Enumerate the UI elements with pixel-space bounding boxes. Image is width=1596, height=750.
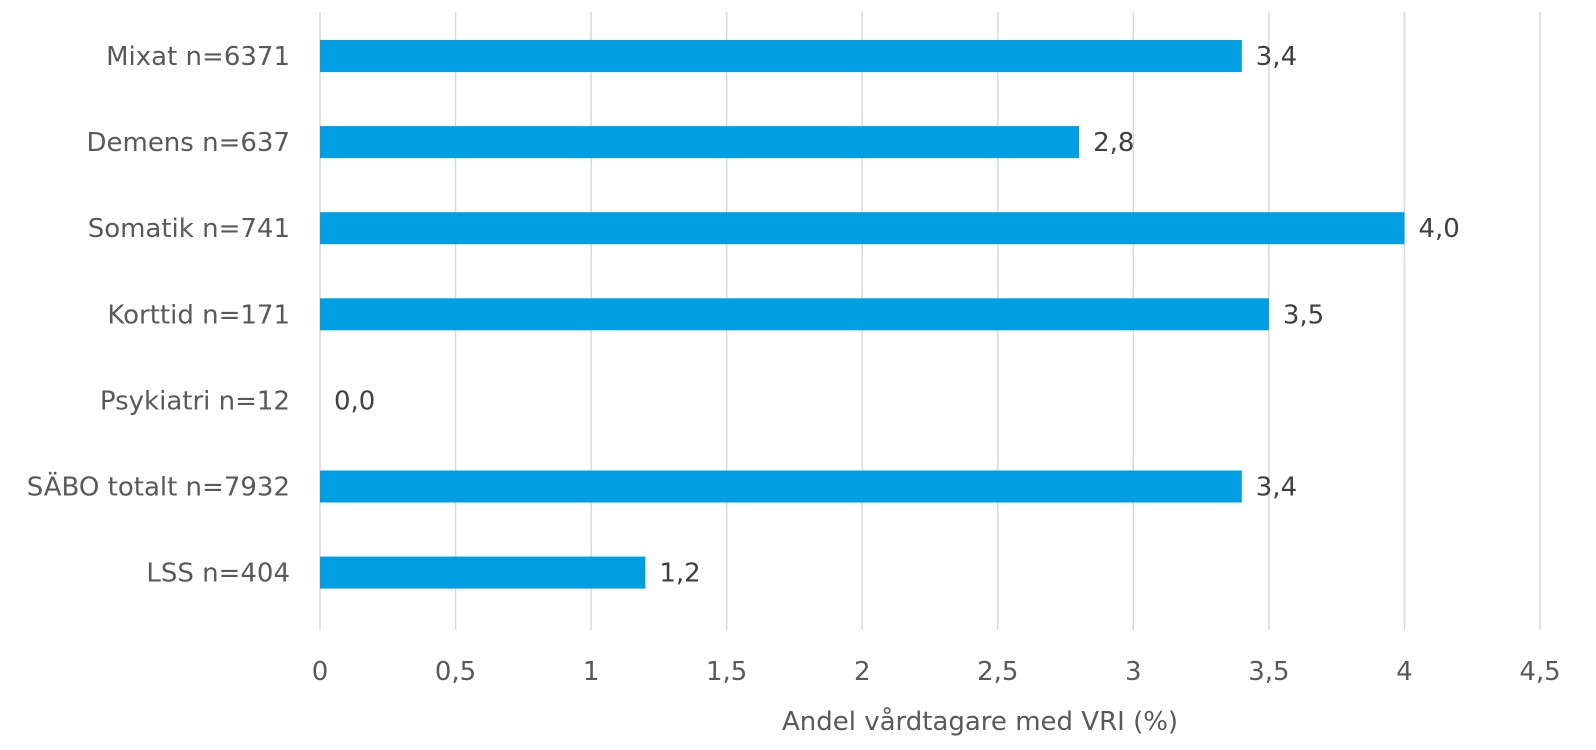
category-label: Korttid n=171 bbox=[107, 300, 290, 330]
category-label: Somatik n=741 bbox=[88, 214, 290, 244]
data-label: 3,5 bbox=[1283, 300, 1324, 330]
category-labels: Mixat n=6371 Demens n=637 Somatik n=741 Kor… bbox=[27, 42, 290, 589]
bar bbox=[320, 298, 1269, 331]
x-tick-labels: 0 0,5 1 1,5 2 2,5 3 3,5 4 4,5 bbox=[312, 657, 1561, 687]
x-tick-label: 1 bbox=[583, 657, 600, 687]
bar bbox=[320, 212, 1405, 245]
category-label: LSS n=404 bbox=[146, 559, 290, 589]
data-label: 3,4 bbox=[1256, 473, 1297, 503]
data-label: 1,2 bbox=[659, 559, 700, 589]
category-label: Demens n=637 bbox=[86, 128, 290, 158]
data-label: 3,4 bbox=[1256, 42, 1297, 72]
x-tick-label: 4,5 bbox=[1519, 657, 1560, 687]
bar bbox=[320, 556, 646, 589]
x-tick-label: 0,5 bbox=[435, 657, 476, 687]
x-tick-label: 3,5 bbox=[1248, 657, 1289, 687]
x-tick-label: 0 bbox=[312, 657, 329, 687]
x-tick-label: 1,5 bbox=[706, 657, 747, 687]
data-label: 2,8 bbox=[1093, 128, 1134, 158]
value-labels: 3,4 2,8 4,0 3,5 0,0 3,4 1,2 bbox=[334, 42, 1460, 589]
bar bbox=[320, 40, 1242, 72]
x-tick-label: 2,5 bbox=[977, 657, 1018, 687]
category-label: Psykiatri n=12 bbox=[100, 386, 290, 416]
bar bbox=[320, 470, 1242, 503]
category-label: Mixat n=6371 bbox=[106, 42, 290, 72]
data-label: 4,0 bbox=[1418, 214, 1459, 244]
category-label: SÄBO totalt n=7932 bbox=[27, 471, 290, 503]
x-axis-title: Andel vårdtagare med VRI (%) bbox=[782, 706, 1178, 737]
data-label: 0,0 bbox=[334, 386, 375, 416]
x-tick-label: 3 bbox=[1125, 657, 1142, 687]
bar bbox=[320, 126, 1080, 159]
x-tick-label: 4 bbox=[1396, 657, 1413, 687]
x-tick-label: 2 bbox=[854, 657, 871, 687]
bars bbox=[320, 40, 1405, 589]
